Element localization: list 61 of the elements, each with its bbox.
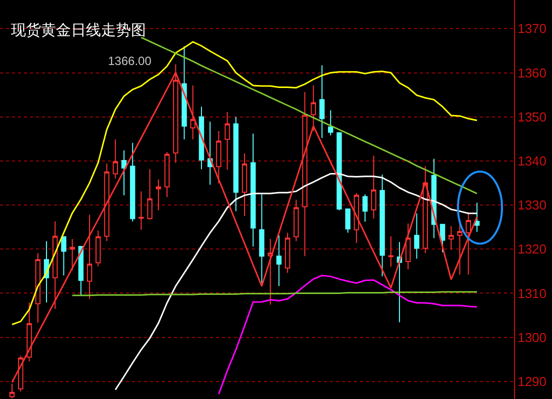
candlestick bbox=[86, 214, 92, 300]
y-tick-label: 1350 bbox=[518, 109, 547, 124]
annotation: 1366.00 bbox=[108, 54, 152, 68]
candlestick bbox=[112, 138, 118, 180]
candlestick bbox=[362, 194, 368, 222]
candlestick bbox=[268, 238, 273, 306]
candlestick bbox=[414, 212, 420, 260]
candlestick bbox=[35, 252, 40, 324]
text: 现货黄金日线走势图 bbox=[11, 22, 146, 40]
candlestick bbox=[371, 155, 376, 220]
candlestick bbox=[70, 238, 75, 271]
y-tick-label: 1300 bbox=[518, 330, 547, 345]
candlestick bbox=[302, 92, 308, 257]
candlestick bbox=[190, 85, 196, 140]
y-tick-label: 1340 bbox=[518, 153, 547, 168]
candlestick bbox=[242, 152, 248, 217]
candlestick bbox=[61, 236, 66, 276]
candlestick bbox=[224, 111, 230, 170]
y-tick-label: 1360 bbox=[518, 65, 547, 80]
candlestick bbox=[96, 230, 101, 267]
candlestick bbox=[182, 46, 187, 140]
candlestick bbox=[147, 168, 152, 220]
candlestick bbox=[396, 242, 402, 323]
candlestick bbox=[345, 208, 350, 234]
candlestick bbox=[474, 202, 480, 232]
candlestick bbox=[207, 121, 213, 186]
y-tick-label: 1330 bbox=[518, 198, 547, 213]
candlestick bbox=[319, 64, 325, 138]
y-tick-label: 1310 bbox=[518, 286, 547, 301]
candlestick bbox=[156, 178, 162, 211]
line-series bbox=[11, 41, 478, 326]
candlestick bbox=[130, 142, 136, 222]
candlestick bbox=[164, 152, 170, 198]
candlestick bbox=[216, 130, 222, 184]
y-tick-label: 1370 bbox=[518, 21, 547, 36]
candlestick bbox=[104, 163, 110, 242]
candlestick bbox=[198, 106, 204, 170]
candlestick bbox=[328, 110, 334, 136]
candlestick bbox=[284, 232, 290, 274]
y-tick-label: 1320 bbox=[518, 242, 547, 257]
candlestick bbox=[388, 236, 394, 268]
y-tick-label: 1290 bbox=[518, 374, 547, 389]
candlestick bbox=[121, 150, 127, 196]
candlestick bbox=[380, 174, 385, 277]
candlestick bbox=[250, 133, 256, 247]
candlestick bbox=[259, 194, 264, 284]
candlestick bbox=[78, 246, 84, 296]
candlestick bbox=[276, 234, 282, 287]
candlestick bbox=[26, 302, 32, 362]
candlestick bbox=[310, 85, 316, 132]
candlestick bbox=[52, 220, 58, 310]
candlestick bbox=[466, 212, 471, 276]
line-series bbox=[114, 172, 478, 390]
candlestick bbox=[336, 132, 342, 211]
candlestick bbox=[233, 116, 239, 212]
candlestick bbox=[294, 199, 299, 242]
line-series bbox=[218, 274, 478, 395]
candlestick bbox=[405, 223, 411, 270]
candlestick bbox=[422, 166, 428, 254]
candlestick bbox=[138, 190, 144, 230]
candlestick bbox=[448, 226, 454, 250]
